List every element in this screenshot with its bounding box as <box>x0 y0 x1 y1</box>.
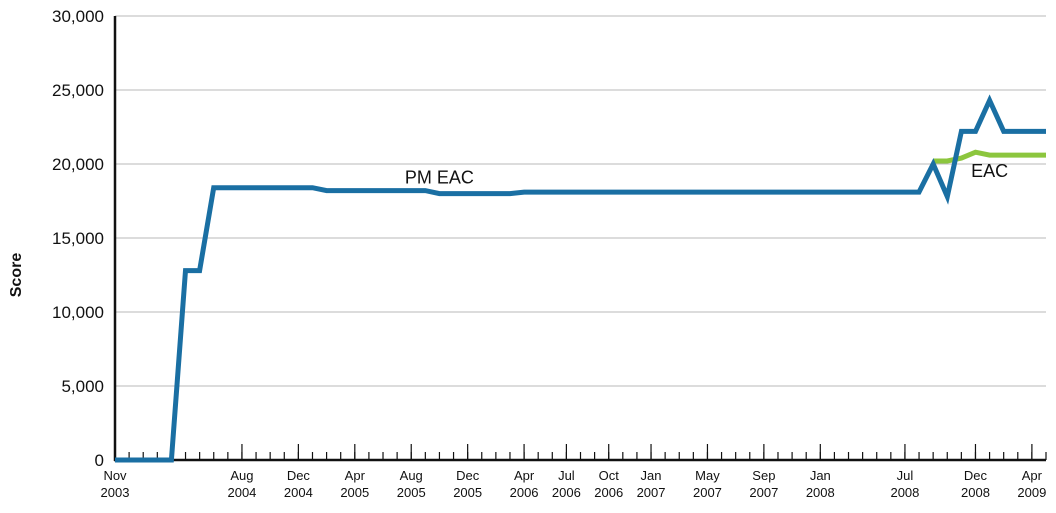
x-tick-label-year: 2007 <box>693 485 722 500</box>
y-tick-labels: 0 5,000 10,000 15,000 20,000 25,000 30,000 <box>52 7 104 470</box>
x-tick-label-month: Jul <box>558 468 575 483</box>
annotation-label: EAC <box>971 161 1008 181</box>
y-tick-label: 20,000 <box>52 155 104 174</box>
x-tick-label-month: Dec <box>287 468 311 483</box>
series-line-pm-eac <box>115 94 1046 463</box>
x-tick-label-month: Oct <box>599 468 620 483</box>
x-tick-label-month: Nov <box>103 468 127 483</box>
x-tick-label-month: Aug <box>400 468 423 483</box>
x-tick-label-year: 2008 <box>890 485 919 500</box>
annotation-label: PM EAC <box>405 168 474 188</box>
x-tick-label-year: 2009 <box>1017 485 1046 500</box>
x-tick-label-month: Jan <box>641 468 662 483</box>
x-tick-label-month: Apr <box>1022 468 1043 483</box>
annotations: PM EAC EAC <box>405 161 1008 187</box>
x-tick-label-year: 2008 <box>806 485 835 500</box>
x-tick-label-month: Jul <box>897 468 914 483</box>
x-tick-label-year: 2006 <box>552 485 581 500</box>
x-tick-label-year: 2003 <box>101 485 130 500</box>
y-tick-label: 15,000 <box>52 229 104 248</box>
x-tick-label-month: Sep <box>752 468 775 483</box>
x-tick-label-month: Apr <box>514 468 535 483</box>
x-tick-label-year: 2008 <box>961 485 990 500</box>
x-tick-label-year: 2006 <box>594 485 623 500</box>
x-tick-labels: Nov 2003 Aug 2004 Dec 2004 Apr 2005 Aug 2005 Dec 20… <box>101 468 1047 500</box>
x-tick-label-year: 2005 <box>453 485 482 500</box>
x-tick-label-month: Aug <box>230 468 253 483</box>
y-tick-label: 30,000 <box>52 7 104 26</box>
y-tick-label: 5,000 <box>61 377 104 396</box>
x-tick-label-month: Jan <box>810 468 831 483</box>
series-line-eac <box>933 149 1046 164</box>
x-tick-label-month: Dec <box>964 468 988 483</box>
y-axis-label: Score <box>8 253 25 298</box>
y-tick-label: 25,000 <box>52 81 104 100</box>
x-tick-label-year: 2005 <box>340 485 369 500</box>
x-tick-label-month: May <box>695 468 720 483</box>
x-tick-label-year: 2004 <box>227 485 256 500</box>
x-tick-label-year: 2006 <box>510 485 539 500</box>
x-tick-label-year: 2005 <box>397 485 426 500</box>
x-tick-label-year: 2007 <box>637 485 666 500</box>
x-tick-label-year: 2004 <box>284 485 313 500</box>
x-tick-label-month: Dec <box>456 468 480 483</box>
y-tick-label: 10,000 <box>52 303 104 322</box>
series-lines <box>115 94 1046 463</box>
x-tick-label-year: 2007 <box>749 485 778 500</box>
gridlines <box>115 15 1046 387</box>
y-tick-label: 0 <box>95 451 104 470</box>
x-tick-label-month: Apr <box>345 468 366 483</box>
